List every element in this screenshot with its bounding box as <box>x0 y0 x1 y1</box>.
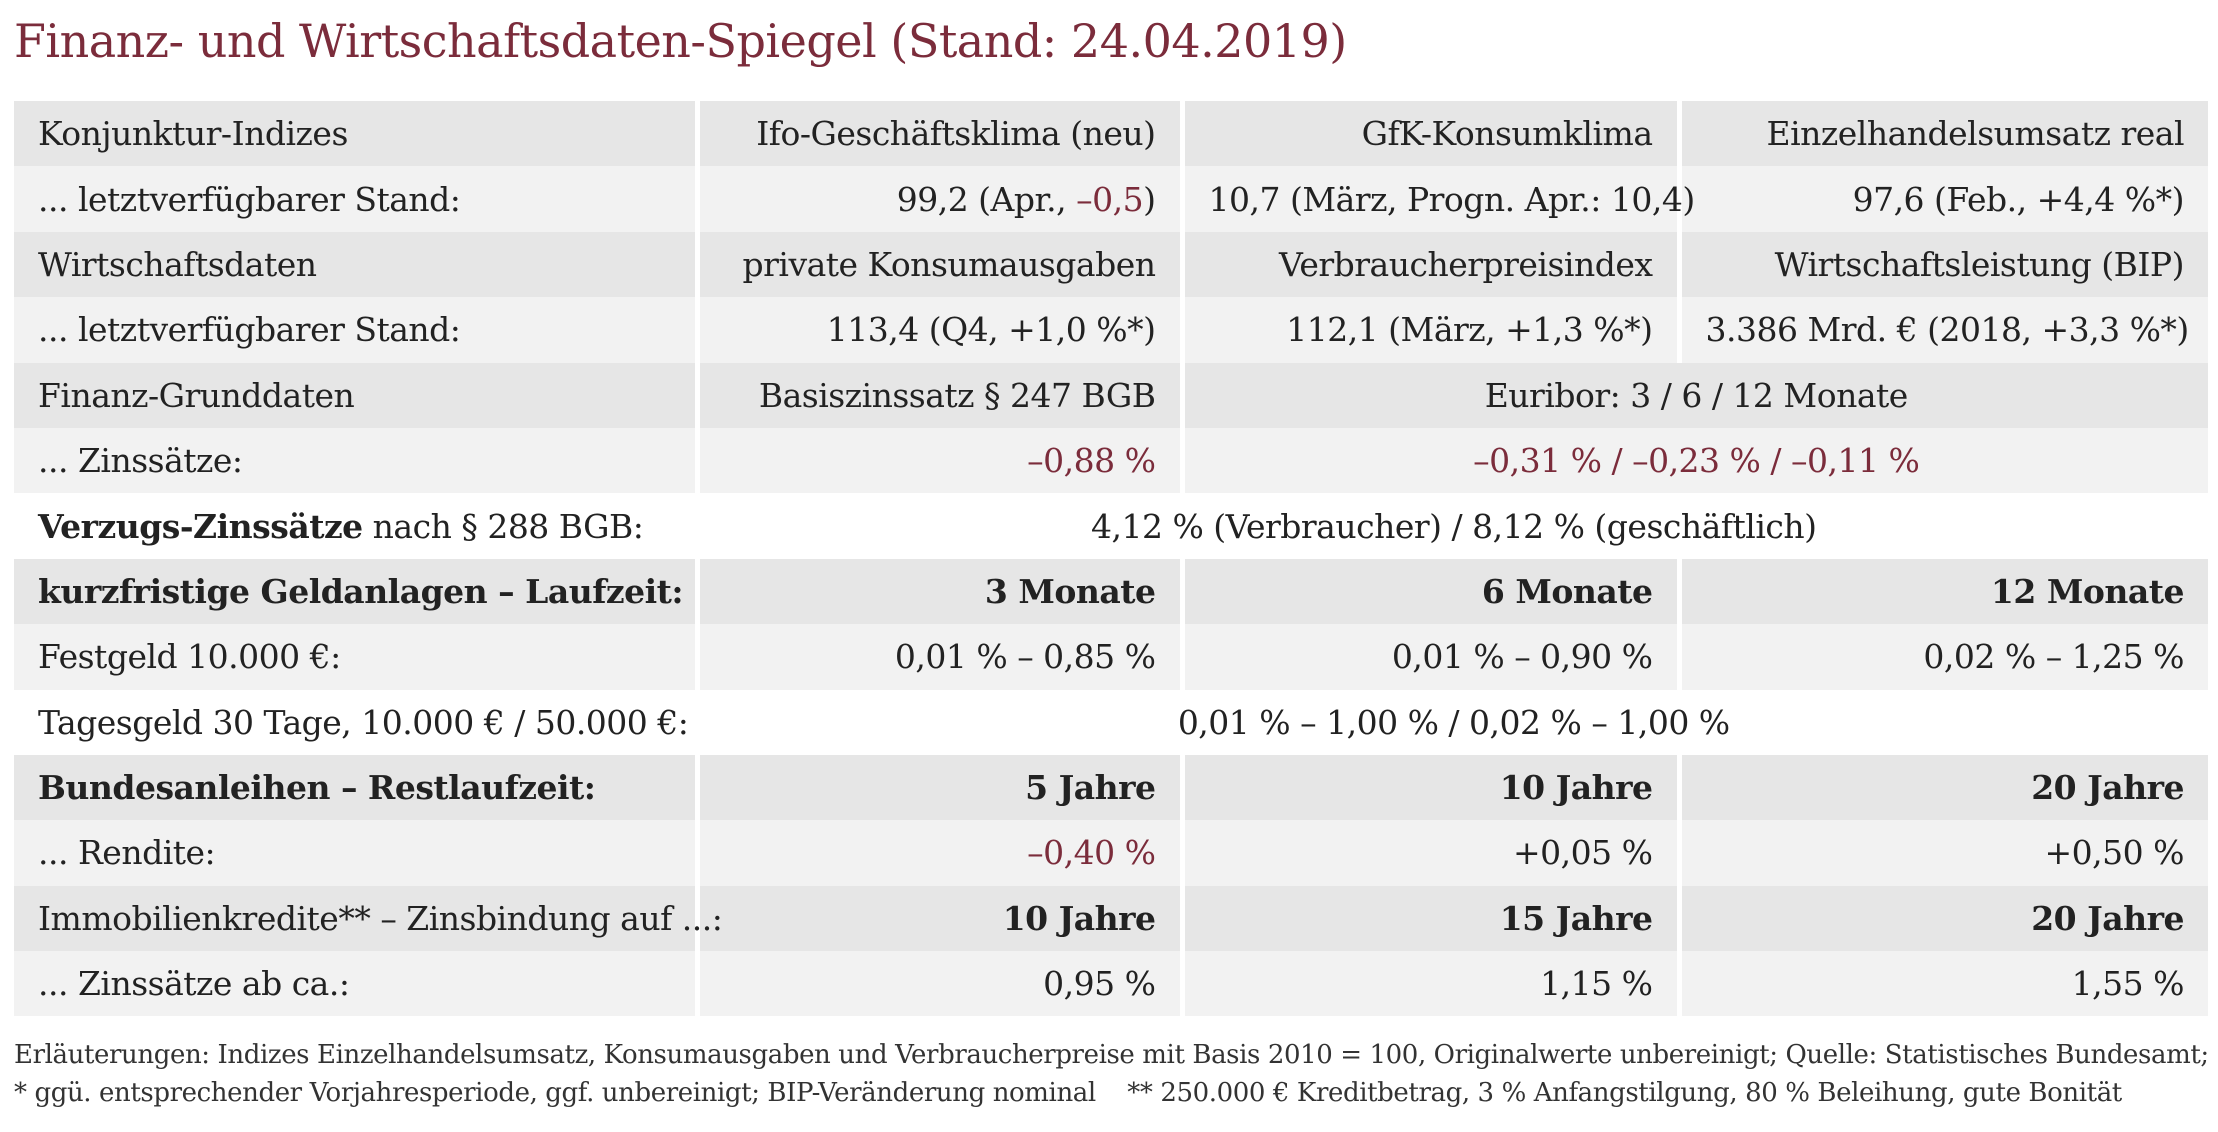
column-header: 5 Jahre <box>697 754 1185 821</box>
column-header: 15 Jahre <box>1182 885 1682 952</box>
section-header-wirtschaft: Wirtschaftsdaten <box>14 231 700 298</box>
table-row: Konjunktur-Indizes Ifo-Geschäftsklima (n… <box>14 101 2208 167</box>
row-label: Tagesgeld 30 Tage, 10.000 € / 50.000 €: <box>14 689 700 755</box>
column-header: 6 Monate <box>1182 558 1682 625</box>
table-row: Finanz-Grunddaten Basiszinssatz § 247 BG… <box>14 362 2208 428</box>
value-change: –0,5 <box>1076 179 1144 219</box>
value-cell: 0,95 % <box>697 951 1185 1017</box>
row-label: ... Rendite: <box>14 820 700 886</box>
column-header: Verbraucherpreisindex <box>1182 231 1682 298</box>
value-cell: 10,7 (März, Progn. Apr.: 10,4) <box>1182 166 1695 232</box>
value-cell: –0,31 % / –0,23 % / –0,11 % <box>1182 427 2208 494</box>
footnote-line: * ggü. entsprechender Vorjahresperiode, … <box>14 1078 2122 1108</box>
row-label: Verzugs-Zinssätze nach § 288 BGB: <box>14 493 700 559</box>
page-title: Finanz- und Wirtschaftsdaten-Spiegel (St… <box>14 14 1347 68</box>
column-header: Wirtschaftsleistung (BIP) <box>1679 231 2208 298</box>
value-cell: 0,01 % – 0,85 % <box>697 624 1185 690</box>
section-header-immobilien: Immobilienkredite** – Zinsbindung auf ..… <box>14 885 723 952</box>
table-row: ... Rendite: –0,40 % +0,05 % +0,50 % <box>14 820 2208 886</box>
column-header: 10 Jahre <box>1182 754 1682 821</box>
value-cell: 4,12 % (Verbraucher) / 8,12 % (geschäftl… <box>697 493 2208 559</box>
value-text: 99,2 (Apr., <box>896 179 1077 219</box>
table-row: ... letztverfügbarer Stand: 99,2 (Apr., … <box>14 166 2208 232</box>
column-header: 3 Monate <box>697 558 1185 625</box>
value-cell: +0,50 % <box>1679 820 2208 886</box>
column-header: 20 Jahre <box>1679 754 2208 821</box>
table-row: ... Zinssätze ab ca.: 0,95 % 1,15 % 1,55… <box>14 951 2208 1017</box>
row-label: ... Zinssätze: <box>14 427 700 494</box>
value-text: ) <box>1143 179 1156 219</box>
column-header: Euribor: 3 / 6 / 12 Monate <box>1182 362 2208 428</box>
table-row: Wirtschaftsdaten private Konsumausgaben … <box>14 231 2208 298</box>
table-row: ... Zinssätze: –0,88 % –0,31 % / –0,23 %… <box>14 427 2208 494</box>
table-row: Festgeld 10.000 €: 0,01 % – 0,85 % 0,01 … <box>14 624 2208 690</box>
value-cell: 3.386 Mrd. € (2018, +3,3 %*) <box>1679 297 2208 363</box>
value-cell: 0,01 % – 0,90 % <box>1182 624 1682 690</box>
column-header: 20 Jahre <box>1679 885 2208 952</box>
column-header: GfK-Konsumklima <box>1182 101 1682 167</box>
section-header-finanz: Finanz-Grunddaten <box>14 362 700 428</box>
table-row: Tagesgeld 30 Tage, 10.000 € / 50.000 €: … <box>14 689 2208 755</box>
column-header: 12 Monate <box>1679 558 2208 625</box>
value-cell: +0,05 % <box>1182 820 1682 886</box>
value-cell: 0,01 % – 1,00 % / 0,02 % – 1,00 % <box>697 689 2208 755</box>
value-cell: –0,40 % <box>697 820 1185 886</box>
row-label: ... letztverfügbarer Stand: <box>14 166 700 232</box>
table-row: Immobilienkredite** – Zinsbindung auf ..… <box>14 885 2208 952</box>
row-label: Festgeld 10.000 €: <box>14 624 700 690</box>
section-header-bundesanleihen: Bundesanleihen – Restlaufzeit: <box>14 754 700 821</box>
table-row: kurzfristige Geldanlagen – Laufzeit: 3 M… <box>14 558 2208 625</box>
value-cell: 0,02 % – 1,25 % <box>1679 624 2208 690</box>
table-row: Bundesanleihen – Restlaufzeit: 5 Jahre 1… <box>14 754 2208 821</box>
value-cell: 1,55 % <box>1679 951 2208 1017</box>
value-cell: 113,4 (Q4, +1,0 %*) <box>697 297 1185 363</box>
column-header: Ifo-Geschäftsklima (neu) <box>697 101 1185 167</box>
value-cell: 97,6 (Feb., +4,4 %*) <box>1679 166 2208 232</box>
row-label: ... letztverfügbarer Stand: <box>14 297 700 363</box>
value-cell: –0,88 % <box>697 427 1185 494</box>
value-cell: 1,15 % <box>1182 951 1682 1017</box>
data-table: Konjunktur-Indizes Ifo-Geschäftsklima (n… <box>14 101 2208 1017</box>
value-cell: 99,2 (Apr., –0,5) <box>697 166 1185 232</box>
column-header: Einzelhandelsumsatz real <box>1679 101 2208 167</box>
column-header: private Konsumausgaben <box>697 231 1185 298</box>
column-header: Basiszinssatz § 247 BGB <box>697 362 1185 428</box>
footnotes: Erläuterungen: Indizes Einzelhandelsumsa… <box>14 1036 2209 1112</box>
table-row: Verzugs-Zinssätze nach § 288 BGB: 4,12 %… <box>14 493 2208 559</box>
section-header-konjunktur: Konjunktur-Indizes <box>14 101 700 167</box>
table-row: ... letztverfügbarer Stand: 113,4 (Q4, +… <box>14 297 2208 363</box>
section-header-geldanlagen: kurzfristige Geldanlagen – Laufzeit: <box>14 558 700 625</box>
row-label-bold: Verzugs-Zinssätze <box>38 506 363 546</box>
row-label: ... Zinssätze ab ca.: <box>14 951 700 1017</box>
column-header: 10 Jahre <box>697 885 1185 952</box>
row-label-rest: nach § 288 BGB: <box>362 506 644 546</box>
footnote-line: Erläuterungen: Indizes Einzelhandelsumsa… <box>14 1040 2209 1070</box>
value-cell: 112,1 (März, +1,3 %*) <box>1182 297 1682 363</box>
